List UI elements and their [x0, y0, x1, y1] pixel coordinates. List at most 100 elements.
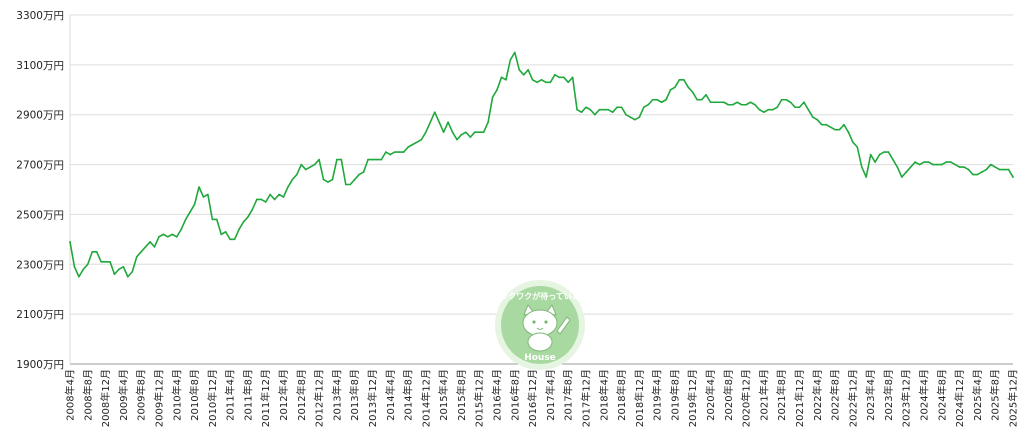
- data-point: [976, 173, 979, 176]
- data-point: [109, 260, 111, 263]
- data-point: [402, 151, 405, 153]
- data-point: [291, 178, 294, 181]
- data-point: [278, 193, 280, 196]
- x-tick-label: 2009年12月: [152, 369, 165, 427]
- cat-face-icon: [532, 320, 548, 330]
- data-point: [344, 183, 347, 186]
- data-point: [336, 158, 338, 161]
- data-point: [785, 98, 787, 101]
- x-tick-label: 2011年12月: [259, 369, 272, 427]
- data-point: [296, 173, 298, 176]
- data-point: [985, 168, 988, 171]
- y-tick-label: 2100万円: [16, 309, 64, 321]
- data-point: [941, 163, 943, 166]
- x-tick-label: 2025年4月: [971, 369, 984, 421]
- data-point: [816, 118, 819, 121]
- data-point: [745, 103, 747, 106]
- data-point: [380, 158, 383, 161]
- data-point: [758, 108, 761, 111]
- data-point: [803, 101, 805, 104]
- data-point: [763, 111, 765, 114]
- data-point: [349, 183, 352, 186]
- data-point: [300, 163, 303, 166]
- data-point: [847, 131, 850, 133]
- data-point: [905, 171, 908, 173]
- data-point: [247, 216, 249, 218]
- data-point: [531, 79, 534, 81]
- data-point: [202, 196, 205, 198]
- x-tick-label: 2009年8月: [135, 369, 148, 421]
- data-point: [576, 108, 578, 111]
- y-tick-label: 3300万円: [16, 10, 64, 22]
- data-point: [500, 76, 503, 79]
- data-point: [367, 158, 369, 161]
- data-point: [180, 228, 182, 231]
- data-point: [638, 116, 641, 119]
- data-point: [86, 263, 89, 266]
- data-point: [184, 218, 187, 221]
- y-tick-label: 1900万円: [16, 359, 64, 371]
- x-tick-label: 2021年12月: [793, 369, 806, 427]
- data-point: [149, 241, 151, 243]
- x-tick-label: 2017年4月: [544, 369, 557, 421]
- data-point: [998, 168, 1001, 171]
- data-point: [696, 98, 698, 101]
- data-point: [358, 173, 360, 176]
- data-point: [256, 198, 258, 201]
- watermark-logo: ワクワクが待っている House: [495, 280, 585, 370]
- data-point: [509, 59, 512, 61]
- data-point: [598, 108, 601, 111]
- x-tick-label: 2019年4月: [651, 369, 664, 421]
- data-point: [665, 98, 667, 101]
- data-point: [242, 221, 245, 223]
- data-point: [100, 260, 102, 263]
- data-point: [585, 106, 587, 109]
- data-point: [376, 158, 378, 161]
- data-point: [967, 168, 970, 171]
- x-tick-label: 2012年4月: [277, 369, 290, 421]
- x-tick-label: 2015年4月: [437, 369, 450, 421]
- data-point: [709, 101, 712, 104]
- data-point: [883, 151, 885, 153]
- data-point: [113, 273, 116, 276]
- data-point: [318, 158, 320, 161]
- data-point: [749, 101, 752, 104]
- data-point: [820, 123, 823, 126]
- data-point: [398, 151, 400, 153]
- data-point: [567, 81, 569, 84]
- data-point: [554, 74, 556, 76]
- x-tick-label: 2010年4月: [170, 369, 183, 421]
- data-point: [994, 166, 997, 168]
- y-axis-tick-labels: 1900万円 2100万円 2300万円 2500万円 2700万円 2900万円 3100…: [16, 10, 64, 371]
- x-tick-label: 2021年4月: [757, 369, 770, 421]
- x-tick-label: 2008年8月: [81, 369, 94, 421]
- x-tick-label: 2013年4月: [330, 369, 343, 421]
- data-point: [73, 265, 76, 268]
- data-point: [887, 151, 890, 153]
- data-point: [167, 236, 169, 238]
- data-point: [562, 76, 565, 79]
- data-point: [273, 198, 276, 201]
- data-point: [144, 246, 147, 248]
- x-tick-label: 2015年12月: [473, 369, 486, 427]
- data-point: [687, 86, 690, 89]
- data-point: [198, 186, 200, 188]
- data-point: [389, 153, 392, 156]
- data-point: [158, 236, 160, 238]
- data-point: [514, 51, 516, 54]
- x-tick-label: 2025年8月: [989, 369, 1002, 421]
- data-point: [211, 218, 214, 221]
- x-tick-label: 2013年8月: [348, 369, 361, 421]
- data-point: [473, 131, 476, 133]
- x-tick-label: 2010年8月: [188, 369, 201, 421]
- data-point: [229, 238, 231, 241]
- data-point: [1012, 176, 1014, 178]
- data-point: [131, 270, 134, 273]
- data-point: [767, 108, 770, 111]
- data-point: [776, 106, 779, 109]
- data-point: [789, 101, 792, 104]
- data-point: [171, 233, 174, 236]
- x-tick-label: 2020年4月: [704, 369, 717, 421]
- data-point: [175, 236, 178, 238]
- data-point: [714, 101, 716, 104]
